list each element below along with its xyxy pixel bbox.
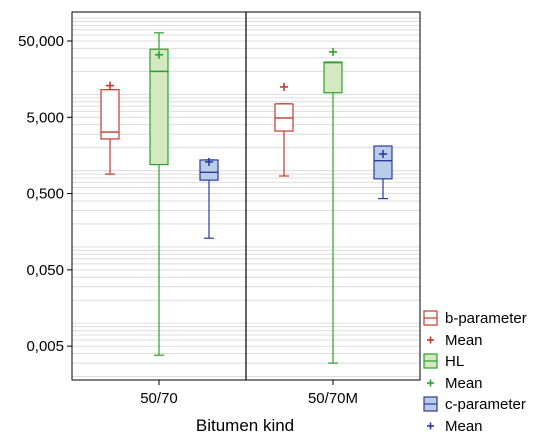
legend-label: Mean [445,332,483,349]
y-tick-label: 0,050 [26,262,64,279]
box-HL-50/70 [149,32,169,356]
box-HL-50/70M [323,47,343,364]
legend-label: Mean [445,418,483,435]
box [323,61,343,94]
y-tick-label: 0,500 [26,186,64,203]
legend-item-c-parameter: c-parameter [423,396,526,413]
legend-label: HL [445,353,464,370]
axes: 0,005 0,050 0,500 5,000 50,000 50/70 50/70M [18,11,421,407]
box [100,89,120,140]
box-b-parameter-50/70 [100,81,120,175]
x-tick-label: 50/70 [140,390,178,407]
y-tick-label: 50,000 [18,33,64,50]
x-axis-title: Bitumen kind [196,416,294,435]
box-c-parameter-50/70 [199,157,219,239]
legend-label: b-parameter [445,310,527,327]
box-c-parameter-50/70M [373,145,393,200]
legend-item-mean: Mean [427,375,483,392]
legend-item-mean: Mean [427,332,483,349]
plot-area [100,32,393,364]
x-tick-label: 50/70M [308,390,358,407]
legend-item-b-parameter: b-parameter [423,310,527,327]
legend-label: c-parameter [445,396,526,413]
legend-label: Mean [445,375,483,392]
y-tick-label: 5,000 [26,109,64,126]
box [149,48,169,166]
legend-item-HL: HL [423,353,464,370]
legend-item-mean: Mean [427,418,483,435]
box-b-parameter-50/70M [274,82,294,177]
legend: b-parameter Mean HL Mean c-parameter Mean [423,310,527,435]
y-tick-label: 0,005 [26,338,64,355]
box [373,145,393,180]
